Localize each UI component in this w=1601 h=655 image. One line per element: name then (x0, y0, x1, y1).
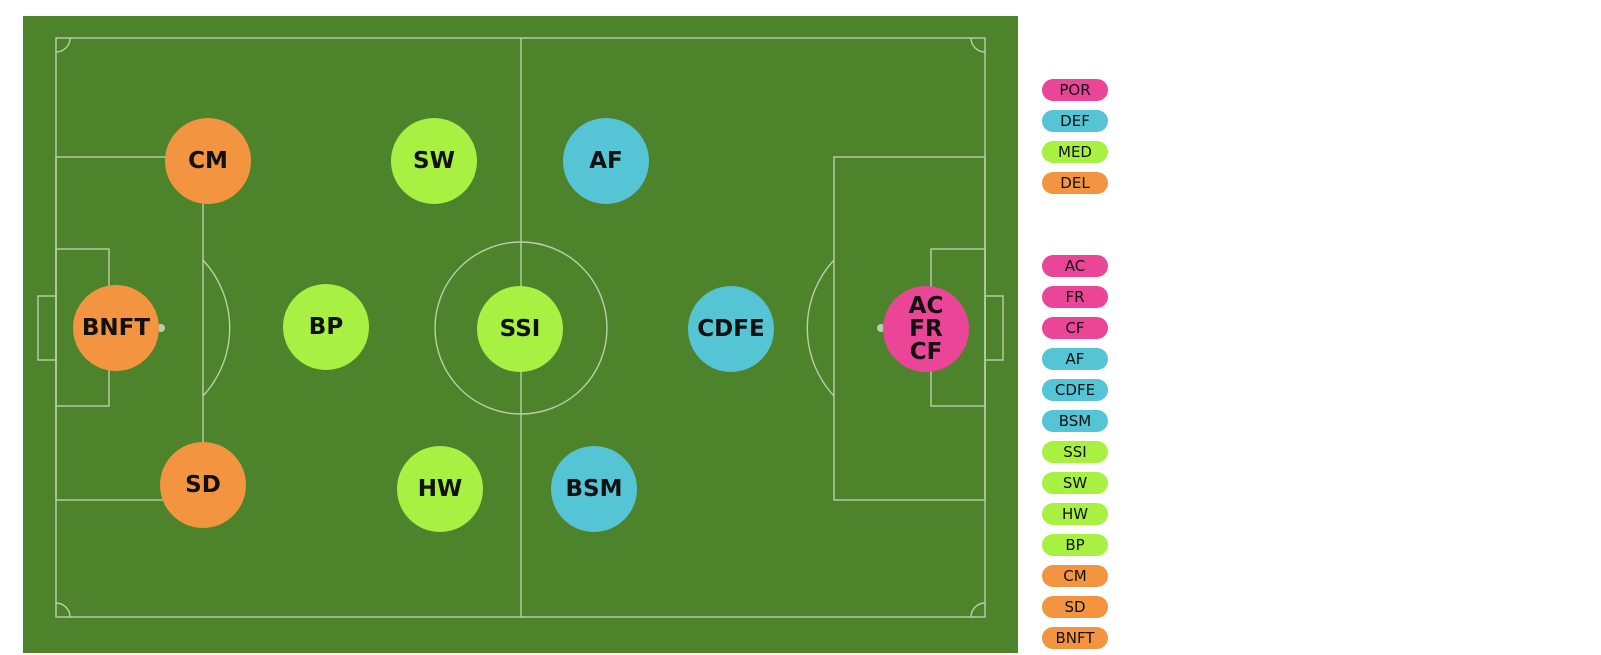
legend-chip-def: DEF (1042, 110, 1108, 132)
legend-chip-ac: AC (1042, 255, 1108, 277)
player-marker-af: AF (563, 118, 649, 204)
legend-chip-af: AF (1042, 348, 1108, 370)
legend-chip-cf: CF (1042, 317, 1108, 339)
legend-chip-med: MED (1042, 141, 1108, 163)
player-marker-bsm: BSM (551, 446, 637, 532)
legend-chip-cm: CM (1042, 565, 1108, 587)
football-pitch: CM SW AF BNFT BP SSI CDFE AC FR CF SD HW… (23, 16, 1018, 653)
legend-chip-bp: BP (1042, 534, 1108, 556)
player-marker-cdfe: CDFE (688, 286, 774, 372)
player-marker-cm: CM (165, 118, 251, 204)
legend-chip-sd: SD (1042, 596, 1108, 618)
player-marker-sw: SW (391, 118, 477, 204)
player-marker-ssi: SSI (477, 286, 563, 372)
legend-chip-bsm: BSM (1042, 410, 1108, 432)
legend-chip-hw: HW (1042, 503, 1108, 525)
player-marker-sd: SD (160, 442, 246, 528)
legend-chip-ssi: SSI (1042, 441, 1108, 463)
legend-chip-cdfe: CDFE (1042, 379, 1108, 401)
legend-chip-fr: FR (1042, 286, 1108, 308)
legend-chip-del: DEL (1042, 172, 1108, 194)
pitch-markings (37, 37, 1004, 618)
player-marker-hw: HW (397, 446, 483, 532)
legend-chip-por: POR (1042, 79, 1108, 101)
player-marker-bp: BP (283, 284, 369, 370)
legend-chip-sw: SW (1042, 472, 1108, 494)
legend-chip-bnft: BNFT (1042, 627, 1108, 649)
player-marker-bnft: BNFT (73, 285, 159, 371)
player-marker-ac-fr-cf: AC FR CF (883, 286, 969, 372)
